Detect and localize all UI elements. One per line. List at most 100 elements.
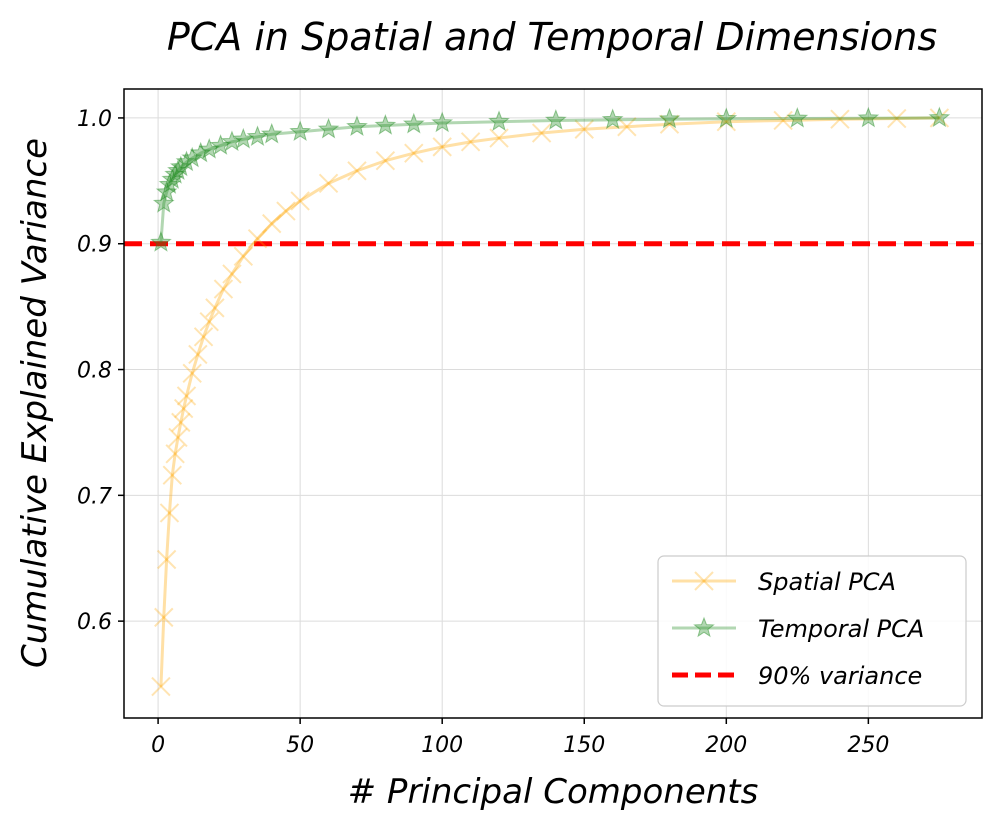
series-0-point-5 xyxy=(165,444,185,464)
series-0-point-32 xyxy=(659,114,680,134)
legend-spatial-x-icon xyxy=(694,571,714,591)
series-1-point-13 xyxy=(221,130,243,152)
series-1-point-14 xyxy=(232,127,255,149)
series-1-point-25 xyxy=(601,108,624,130)
series-0-point-36 xyxy=(887,108,907,129)
series-0-point-17 xyxy=(233,246,254,267)
series-1-point-24 xyxy=(544,109,567,130)
series-1-point-26 xyxy=(658,107,681,129)
series-0-point-20 xyxy=(276,201,296,221)
x-tick-label-4: 200 xyxy=(705,733,747,758)
legend-entry-threshold: 90% variance xyxy=(672,662,922,690)
series-1-point-7 xyxy=(169,155,192,177)
series-0-point-11 xyxy=(188,344,208,365)
series-1-point-12 xyxy=(209,134,232,155)
series-0-point-21 xyxy=(290,191,310,211)
series-1-point-3 xyxy=(158,173,181,194)
series-1-point-19 xyxy=(346,115,368,136)
series-0-point-22 xyxy=(318,173,339,194)
legend-threshold-label: 90% variance xyxy=(758,662,922,690)
series-1-point-28 xyxy=(786,107,809,128)
series-0-point-1 xyxy=(154,607,174,628)
series-0-point-8 xyxy=(173,398,194,419)
series-1-point-1 xyxy=(152,192,175,213)
legend-spatial-marker xyxy=(694,571,714,591)
series-0-point-7 xyxy=(171,412,191,433)
series-1-point-0 xyxy=(150,231,172,252)
x-tick-label-3: 150 xyxy=(563,733,605,758)
series-1-point-8 xyxy=(175,150,198,172)
series-1-point-21 xyxy=(402,112,425,134)
series-0-point-24 xyxy=(375,150,396,171)
series-1-point-5 xyxy=(164,163,187,184)
series-0-point-26 xyxy=(432,137,452,157)
x-tick-label-5: 250 xyxy=(847,733,889,758)
series-0-point-14 xyxy=(205,298,225,318)
series-0-point-29 xyxy=(531,123,552,143)
series-0-point-6 xyxy=(168,427,188,448)
legend-temporal-label: Temporal PCA xyxy=(758,615,924,643)
series-0-point-19 xyxy=(262,213,282,234)
series-1-point-18 xyxy=(317,117,340,139)
series-1-point-16 xyxy=(260,122,283,144)
series-0-point-33 xyxy=(716,112,737,132)
legend-box xyxy=(657,555,967,707)
series-1-point-22 xyxy=(431,111,454,133)
x-tick-label-2: 100 xyxy=(421,733,463,758)
series-1-point-17 xyxy=(289,120,312,142)
legend-temporal-marker xyxy=(693,616,715,638)
series-1-point-9 xyxy=(181,146,204,168)
x-axis-title: # Principal Components xyxy=(348,772,759,812)
x-tick-label-1: 50 xyxy=(286,733,314,758)
x-tick-label-0: 0 xyxy=(151,733,165,758)
series-1-point-15 xyxy=(246,125,269,147)
series-layer xyxy=(150,106,951,697)
series-0 xyxy=(151,108,950,697)
x-axis-ticks: 0 50 100 150 200 250 xyxy=(151,718,889,758)
series-1-line xyxy=(159,116,940,243)
series-1 xyxy=(150,106,951,252)
legend-entry-spatial: Spatial PCA xyxy=(672,568,896,596)
series-0-point-37 xyxy=(929,108,950,128)
y-tick-label-3: 0.9 xyxy=(77,233,112,258)
y-tick-label-2: 0.8 xyxy=(77,359,112,384)
y-axis-ticks: 0.6 0.7 0.8 0.9 1.0 xyxy=(77,107,124,635)
series-1-point-29 xyxy=(857,106,880,128)
series-1-point-27 xyxy=(715,107,738,129)
series-0-point-16 xyxy=(222,264,242,284)
series-1-point-6 xyxy=(167,159,189,181)
series-1-point-4 xyxy=(161,168,184,189)
y-tick-label-4: 1.0 xyxy=(77,107,112,132)
legend-entry-temporal: Temporal PCA xyxy=(672,615,924,643)
series-0-point-9 xyxy=(176,386,197,406)
series-1-point-23 xyxy=(488,110,510,131)
series-1-point-30 xyxy=(928,106,951,128)
series-0-point-0 xyxy=(151,676,171,697)
series-0-point-25 xyxy=(404,143,424,163)
series-1-point-20 xyxy=(374,114,397,135)
series-0-point-2 xyxy=(156,549,177,570)
series-0-point-27 xyxy=(460,132,481,152)
series-1-point-11 xyxy=(198,137,221,159)
series-0-point-10 xyxy=(182,363,202,384)
series-0-point-31 xyxy=(617,117,637,137)
series-0-line xyxy=(159,116,940,687)
y-tick-label-1: 0.7 xyxy=(77,484,112,509)
series-0-point-30 xyxy=(574,119,594,139)
series-1-point-10 xyxy=(189,141,212,163)
series-0-point-13 xyxy=(199,312,219,332)
legend: Spatial PCA Temporal PCA 90% variance xyxy=(657,555,967,707)
series-0-point-15 xyxy=(213,279,234,299)
plot-frame xyxy=(123,88,983,719)
series-0-point-28 xyxy=(489,128,509,148)
legend-spatial-label: Spatial PCA xyxy=(758,568,896,596)
series-0-point-12 xyxy=(193,327,214,347)
series-0-point-34 xyxy=(773,110,793,131)
legend-temporal-star-icon xyxy=(693,616,715,638)
chart-title: PCA in Spatial and Temporal Dimensions xyxy=(167,15,937,59)
series-0-point-23 xyxy=(347,161,367,181)
series-0-point-35 xyxy=(830,109,850,129)
series-1-point-2 xyxy=(155,180,178,202)
